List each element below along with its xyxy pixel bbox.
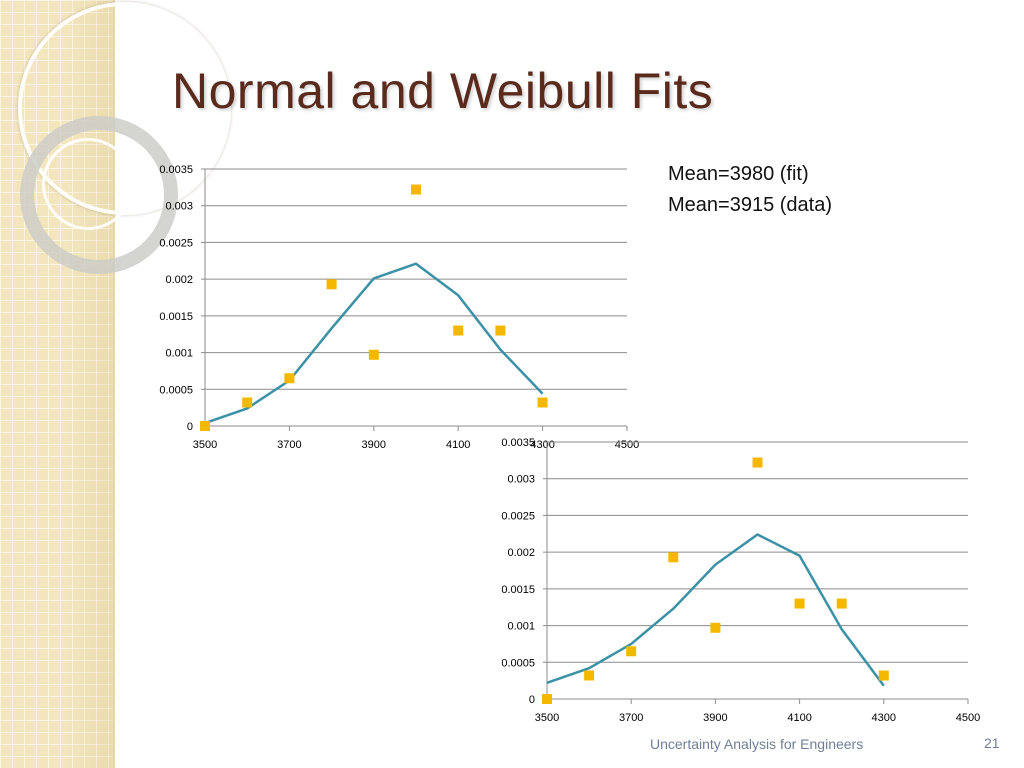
chart1-x-tick-label: 3500 <box>193 439 217 451</box>
chart1-data-point <box>200 421 210 431</box>
chart2-data-point <box>584 670 595 681</box>
chart1-data-point <box>453 325 464 336</box>
chart2-y-tick-label: 0.0025 <box>501 510 535 522</box>
chart1-data-point <box>495 325 506 336</box>
decorative-ring-inner <box>42 138 134 230</box>
chart2-fit-line <box>546 533 885 687</box>
chart2-y-tick-label: 0.002 <box>507 547 535 559</box>
chart2-x-tick-label: 3900 <box>703 712 727 724</box>
chart2-y-tick-label: 0.003 <box>507 474 535 486</box>
chart1-y-tick-label: 0.0015 <box>159 311 193 323</box>
chart2-x-tick-label: 3500 <box>535 712 559 724</box>
chart2-x-tick-label: 3700 <box>619 712 643 724</box>
note-data-mean: Mean=3915 (data) <box>668 194 833 216</box>
note-fit-mean: Mean=3980 (fit) <box>668 163 809 185</box>
chart1-data-point <box>537 397 548 408</box>
chart2-data-point <box>752 457 763 468</box>
chart1-data-point <box>368 349 379 360</box>
chart1-y-tick-label: 0.0025 <box>159 237 193 249</box>
chart2-data-point <box>542 694 552 704</box>
chart2-data-point <box>668 552 679 563</box>
page-number: 21 <box>984 735 1000 751</box>
chart1-data-point <box>242 397 253 408</box>
chart1-fit-line <box>204 262 544 425</box>
chart1-y-tick-label: 0.003 <box>165 201 193 213</box>
chart1-y-tick-label: 0.002 <box>165 274 193 286</box>
chart1-y-tick-label: 0.0005 <box>159 384 193 396</box>
chart2-y-tick-label: 0 <box>529 694 535 706</box>
chart1-data-point <box>326 279 337 290</box>
chart1-data-point <box>284 373 295 384</box>
footer-text: Uncertainty Analysis for Engineers <box>650 736 864 752</box>
chart1-x-tick-label: 3700 <box>277 439 301 451</box>
chart1-y-tick-label: 0.001 <box>165 348 193 360</box>
chart2-data-point <box>710 622 721 633</box>
chart1-x-tick-label: 3900 <box>362 439 386 451</box>
chart1-data-point <box>411 184 421 195</box>
slide-title: Normal and Weibull Fits <box>172 63 714 119</box>
chart2-y-tick-label: 0.0015 <box>501 584 535 596</box>
chart2-data-point <box>626 646 637 657</box>
chart2-data-point <box>878 670 889 681</box>
chart1-y-tick-label: 0.0035 <box>159 164 193 176</box>
chart2-x-tick-label: 4300 <box>872 712 896 724</box>
chart1-x-tick-label: 4100 <box>446 439 470 451</box>
chart2-x-tick-label: 4100 <box>787 712 811 724</box>
chart2-y-tick-label: 0.001 <box>507 621 535 633</box>
chart1-y-tick-label: 0 <box>187 421 193 433</box>
chart2-data-point <box>794 598 805 609</box>
chart2-x-tick-label: 4500 <box>956 712 980 724</box>
chart2-y-tick-label: 0.0035 <box>501 437 535 449</box>
chart2-data-point <box>836 598 847 609</box>
chart2-y-tick-label: 0.0005 <box>501 657 535 669</box>
